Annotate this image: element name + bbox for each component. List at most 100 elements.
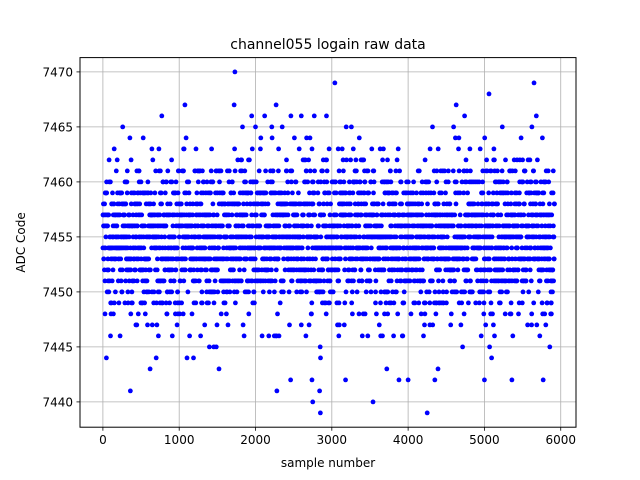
- data-point: [144, 278, 150, 284]
- data-point: [416, 256, 422, 262]
- data-point: [320, 267, 326, 273]
- data-point: [376, 322, 382, 328]
- data-point: [266, 333, 272, 339]
- data-point: [502, 311, 508, 317]
- data-point: [103, 234, 109, 240]
- data-point: [368, 223, 373, 229]
- data-point: [312, 212, 318, 218]
- data-point: [174, 322, 180, 328]
- data-point: [146, 256, 152, 262]
- data-point: [356, 223, 362, 229]
- data-point: [233, 245, 239, 251]
- data-point: [116, 300, 122, 306]
- data-point: [316, 223, 321, 229]
- data-point: [461, 190, 467, 196]
- data-point: [371, 168, 377, 174]
- data-point: [509, 245, 515, 251]
- data-point: [141, 245, 147, 251]
- data-point: [343, 190, 349, 196]
- data-points: [100, 69, 557, 416]
- data-point: [347, 179, 352, 185]
- outlier-point: [509, 377, 515, 383]
- data-point: [381, 267, 387, 273]
- data-point: [515, 267, 521, 273]
- outlier-point: [298, 113, 304, 119]
- outlier-point: [249, 113, 255, 119]
- data-point: [152, 190, 158, 196]
- data-point: [514, 278, 520, 284]
- data-point: [349, 300, 355, 306]
- data-point: [476, 179, 482, 185]
- data-point: [220, 190, 226, 196]
- data-point: [305, 223, 311, 229]
- data-point: [473, 300, 479, 306]
- data-point: [125, 300, 131, 306]
- data-point: [492, 333, 497, 339]
- data-point: [153, 168, 159, 174]
- data-point: [236, 201, 242, 207]
- data-point: [318, 179, 324, 185]
- data-point: [169, 179, 175, 185]
- data-point: [145, 322, 150, 328]
- data-point: [489, 234, 495, 240]
- data-point: [315, 190, 321, 196]
- data-point: [540, 135, 545, 141]
- data-point: [218, 234, 223, 240]
- data-point: [529, 311, 535, 317]
- data-point: [503, 157, 508, 163]
- data-point: [189, 311, 195, 317]
- data-point: [548, 300, 554, 306]
- data-point: [484, 212, 490, 218]
- data-point: [216, 245, 222, 251]
- data-point: [336, 278, 342, 284]
- data-point: [363, 289, 369, 295]
- data-point: [240, 223, 246, 229]
- data-point: [190, 201, 196, 207]
- x-axis-label: sample number: [281, 456, 375, 470]
- data-point: [232, 168, 238, 174]
- data-point: [356, 135, 362, 141]
- x-tick-label: 3000: [317, 433, 348, 447]
- data-point: [237, 267, 243, 273]
- data-point: [277, 300, 283, 306]
- data-point: [441, 234, 447, 240]
- data-point: [320, 168, 325, 174]
- data-point: [398, 179, 404, 185]
- data-point: [262, 212, 267, 218]
- outlier-point: [231, 102, 237, 108]
- data-point: [276, 168, 281, 174]
- data-point: [147, 366, 153, 372]
- data-point: [128, 267, 134, 273]
- data-point: [324, 157, 329, 163]
- data-point: [106, 267, 111, 273]
- data-point: [306, 322, 312, 328]
- data-point: [177, 311, 183, 317]
- data-point: [419, 201, 425, 207]
- data-point: [338, 256, 343, 262]
- data-point: [373, 300, 378, 306]
- data-point: [209, 146, 215, 152]
- outlier-point: [182, 102, 188, 108]
- data-point: [431, 245, 437, 251]
- data-point: [135, 223, 140, 229]
- data-point: [128, 157, 134, 163]
- data-point: [407, 278, 413, 284]
- data-point: [129, 289, 135, 295]
- data-point: [336, 333, 342, 339]
- data-point: [313, 256, 318, 262]
- data-point: [301, 256, 307, 262]
- data-point: [202, 322, 208, 328]
- data-point: [240, 124, 245, 130]
- data-point: [344, 157, 349, 163]
- data-point: [156, 146, 162, 152]
- data-point: [244, 256, 249, 262]
- data-point: [456, 146, 461, 152]
- data-point: [518, 234, 524, 240]
- data-point: [401, 300, 407, 306]
- data-point: [296, 146, 302, 152]
- data-point: [378, 289, 384, 295]
- data-point: [354, 168, 359, 174]
- data-point: [401, 289, 407, 295]
- data-point: [159, 113, 165, 119]
- data-point: [249, 212, 255, 218]
